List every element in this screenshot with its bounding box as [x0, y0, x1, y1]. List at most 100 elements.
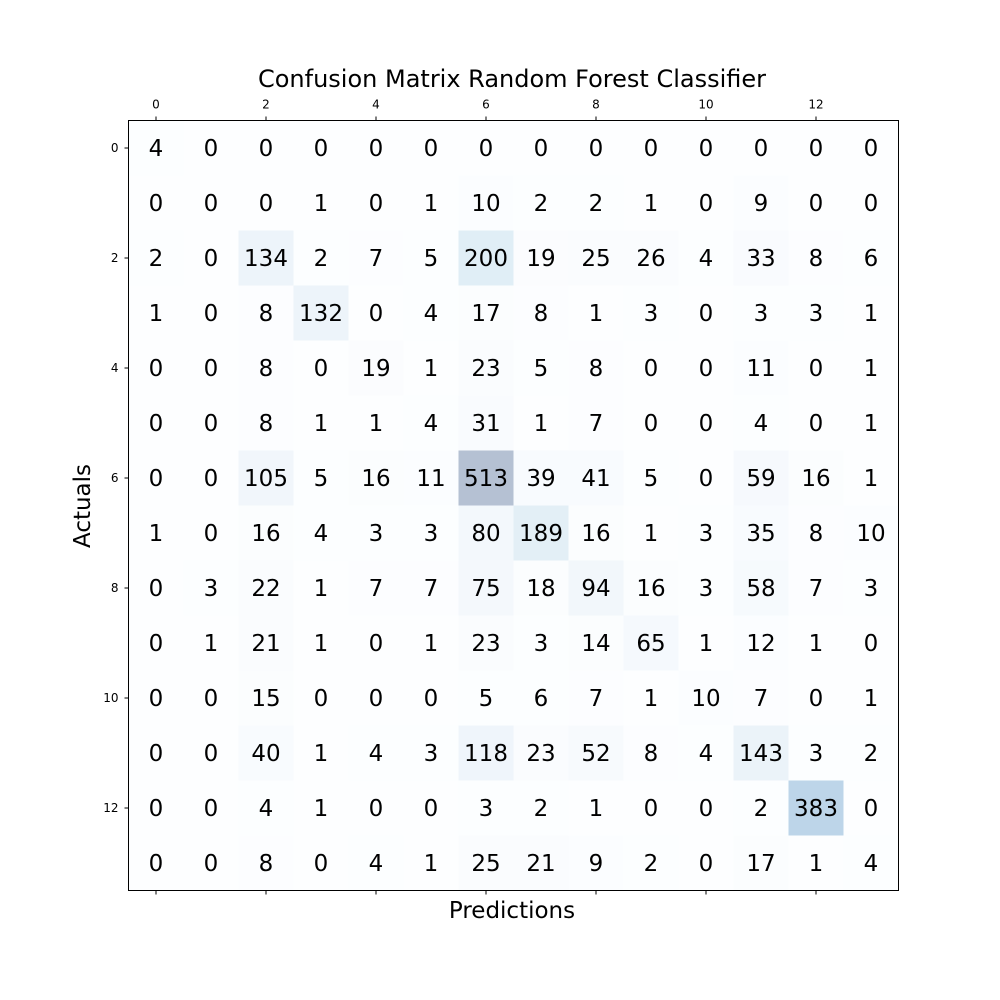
heatmap-cell	[458, 285, 514, 341]
cell-value-label: 0	[534, 136, 549, 162]
cell-value-label: 3	[424, 741, 439, 767]
cell-value-label: 19	[361, 356, 390, 382]
cell-value-label: 0	[204, 301, 219, 327]
heatmap-cell	[183, 120, 239, 176]
cell-value-label: 0	[149, 631, 164, 657]
cell-value-label: 8	[534, 301, 549, 327]
cell-value-label: 0	[314, 136, 329, 162]
heatmap-cell	[678, 615, 734, 671]
cell-value-label: 94	[581, 576, 610, 602]
cell-value-label: 0	[699, 301, 714, 327]
cell-value-label: 0	[369, 796, 384, 822]
heatmap-cell	[238, 615, 294, 671]
cell-value-label: 7	[589, 411, 604, 437]
cell-value-label: 0	[204, 356, 219, 382]
heatmap-cell	[843, 395, 899, 451]
heatmap-cell	[348, 230, 404, 286]
cell-value-label: 16	[251, 521, 280, 547]
heatmap-cell	[788, 340, 844, 396]
cell-value-label: 0	[149, 741, 164, 767]
heatmap-cell	[678, 505, 734, 561]
cell-value-label: 0	[809, 191, 824, 217]
cell-value-label: 3	[534, 631, 549, 657]
heatmap-cell	[733, 835, 789, 891]
cell-value-label: 0	[149, 411, 164, 437]
heatmap-cell	[458, 560, 514, 616]
cell-value-label: 4	[424, 301, 439, 327]
cell-value-label: 19	[526, 246, 555, 272]
heatmap-cell	[843, 835, 899, 891]
cell-value-label: 4	[424, 411, 439, 437]
heatmap-cell	[403, 230, 459, 286]
cell-value-label: 1	[149, 521, 164, 547]
y-axis-ticks: 0 2 4 6 8 10 12	[103, 141, 129, 815]
heatmap-cell	[238, 120, 294, 176]
cell-value-label: 10	[856, 521, 885, 547]
heatmap-cell	[348, 175, 404, 231]
cell-value-label: 0	[204, 851, 219, 877]
cell-value-label: 0	[149, 686, 164, 712]
heatmap-cell	[183, 835, 239, 891]
cell-value-label: 11	[746, 356, 775, 382]
cell-value-label: 0	[699, 466, 714, 492]
heatmap-cell	[183, 670, 239, 726]
heatmap-cell	[623, 340, 679, 396]
heatmap-cell	[128, 615, 184, 671]
heatmap-cell	[678, 835, 734, 891]
cell-value-label: 0	[369, 686, 384, 712]
heatmap-cell	[788, 670, 844, 726]
cell-value-label: 2	[149, 246, 164, 272]
plot-frame	[128, 120, 899, 891]
heatmap-cell	[128, 670, 184, 726]
cell-value-label: 16	[581, 521, 610, 547]
heatmap-cell	[403, 395, 459, 451]
cell-value-label: 5	[644, 466, 659, 492]
heatmap-cell	[238, 670, 294, 726]
y-tick-label: 10	[103, 691, 118, 705]
cell-value-label: 22	[251, 576, 280, 602]
cell-value-label: 4	[864, 851, 879, 877]
cell-value-label: 1	[424, 356, 439, 382]
heatmap-cell	[733, 340, 789, 396]
heatmap-cell	[843, 450, 899, 506]
cell-value-label: 7	[369, 246, 384, 272]
cell-value-label: 17	[471, 301, 500, 327]
heatmap-cell	[403, 340, 459, 396]
heatmap-cell	[183, 615, 239, 671]
heatmap-cell	[183, 560, 239, 616]
heatmap-cell	[293, 395, 349, 451]
heatmap-cell	[183, 780, 239, 836]
cell-value-label: 10	[471, 191, 500, 217]
heatmap-cell	[568, 780, 624, 836]
heatmap-cell	[403, 780, 459, 836]
cell-value-label: 0	[314, 851, 329, 877]
x-tick-label: 4	[372, 98, 380, 112]
y-tick-label: 4	[111, 361, 119, 375]
heatmap-cell	[788, 120, 844, 176]
heatmap-cell	[788, 395, 844, 451]
cell-value-label: 7	[589, 686, 604, 712]
cell-value-label: 143	[739, 741, 783, 767]
cell-value-label: 1	[149, 301, 164, 327]
heatmap-cell	[843, 560, 899, 616]
heatmap-cell	[568, 505, 624, 561]
heatmap-cell	[733, 230, 789, 286]
cell-value-label: 5	[534, 356, 549, 382]
y-tick-label: 12	[103, 801, 118, 815]
cell-value-label: 1	[589, 796, 604, 822]
cell-value-label: 10	[691, 686, 720, 712]
heatmap-cell	[348, 670, 404, 726]
heatmap-cell	[513, 285, 569, 341]
cell-value-label: 0	[149, 356, 164, 382]
cell-value-label: 16	[636, 576, 665, 602]
y-tick-label: 6	[111, 471, 119, 485]
heatmap-cell	[513, 230, 569, 286]
cell-value-label: 1	[424, 851, 439, 877]
heatmap-cell	[788, 285, 844, 341]
heatmap-cell	[788, 725, 844, 781]
heatmap-cell	[678, 230, 734, 286]
heatmap-cell	[458, 725, 514, 781]
cell-value-label: 4	[369, 741, 384, 767]
cell-value-label: 0	[369, 136, 384, 162]
cell-value-label: 3	[644, 301, 659, 327]
